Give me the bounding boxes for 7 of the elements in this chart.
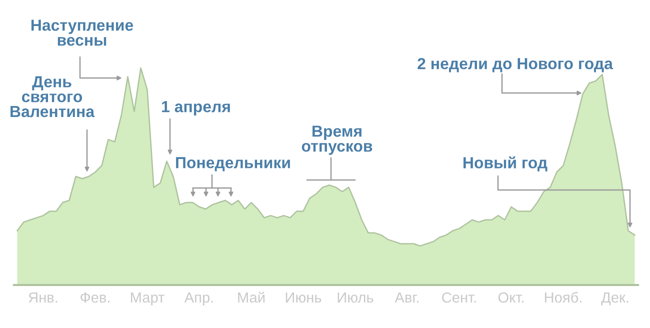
annotation: Понедельники — [176, 157, 290, 172]
text: Наступление весны — [31, 20, 134, 46]
annotation: 2 недели до Нового года — [418, 58, 614, 72]
annotation: 1 апреля — [162, 101, 230, 116]
annotation: Время отпусков — [302, 126, 372, 155]
annotation: Новый год — [464, 156, 548, 172]
annotation: День святого Валентина — [10, 76, 95, 118]
